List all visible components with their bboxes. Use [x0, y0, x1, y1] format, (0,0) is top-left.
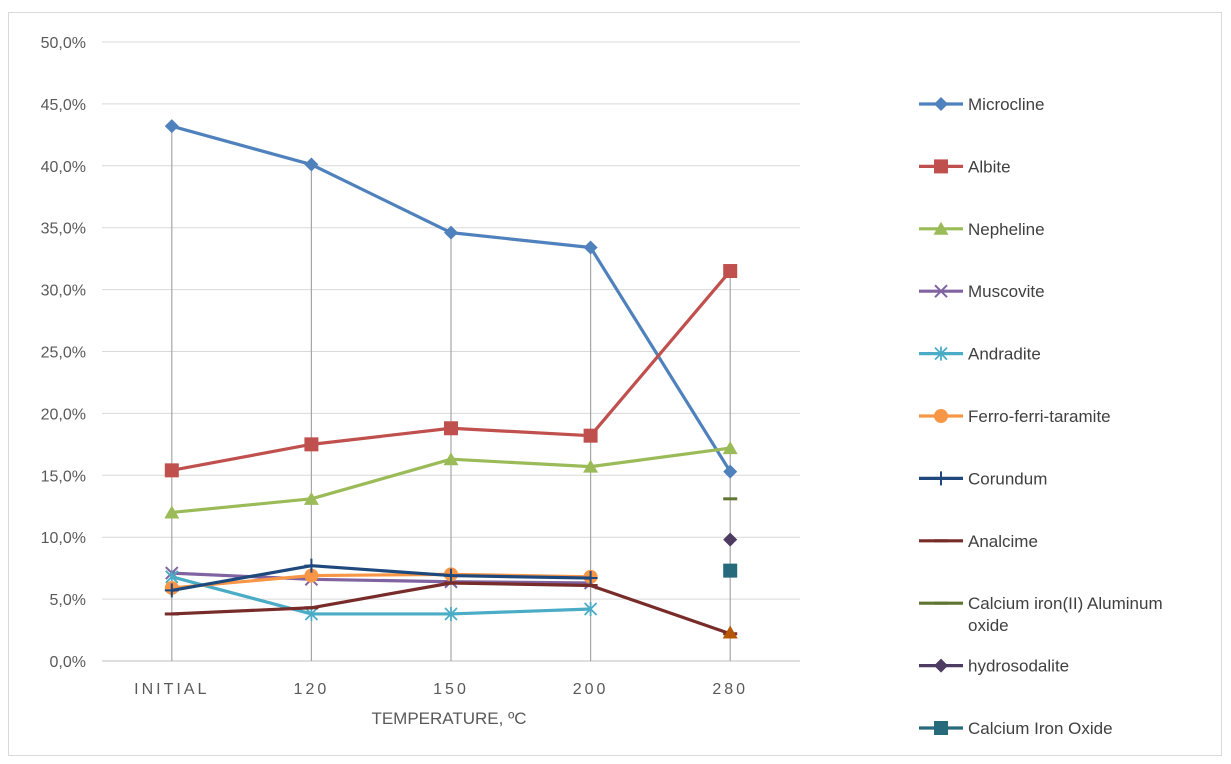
data-point: [303, 491, 319, 505]
series-line: [171, 575, 591, 616]
data-point: [443, 452, 459, 466]
legend-item: Nepheline: [919, 220, 1045, 239]
legend-item: Albite: [919, 157, 1011, 176]
y-axis: 0,0% 5,0% 10,0% 15,0% 20,0% 25,0% 30,0% 35,0% 40…: [41, 35, 86, 671]
data-point: [164, 463, 179, 478]
data-point: [583, 571, 598, 586]
legend-item: Muscovite: [919, 282, 1045, 301]
legend-label: hydrosodalite: [968, 657, 1069, 676]
x-axis: INITIAL 120 150 200 280: [134, 681, 748, 698]
y-tick-label: 40,0%: [41, 159, 86, 176]
data-point: [583, 240, 598, 255]
y-tick-label: 5,0%: [50, 592, 86, 609]
legend-item: Microcline: [919, 95, 1045, 114]
data-point: [444, 568, 458, 583]
x-tick-label: 280: [712, 681, 748, 698]
legend-item: Calcium iron(II) Aluminum oxide: [919, 594, 1163, 635]
legend-label: Calcium Iron Oxide: [968, 719, 1113, 738]
x-tick-label: 150: [433, 681, 469, 698]
data-point: [583, 459, 599, 473]
data-point: [934, 658, 948, 673]
y-tick-label: 20,0%: [41, 406, 86, 423]
data-point: [933, 221, 949, 235]
series-line: [171, 571, 591, 585]
legend: Microcline Albite Nepheline Muscovite Andrad…: [919, 95, 1163, 738]
x-tick-label: 120: [294, 681, 330, 698]
data-point: [722, 625, 738, 639]
data-point: [304, 568, 319, 583]
data-point: [583, 428, 598, 443]
y-tick-label: 30,0%: [41, 283, 86, 300]
data-point: [164, 583, 179, 598]
data-point: [583, 602, 598, 617]
legend-label: Andradite: [968, 345, 1041, 364]
legend-item: Andradite: [919, 345, 1041, 364]
series-ferro-tschermakite: [722, 625, 738, 639]
y-tick-label: 10,0%: [41, 530, 86, 547]
x-tick-label: INITIAL: [134, 681, 209, 698]
legend-label: Ferro-ferri-taramite: [968, 407, 1111, 426]
series-microcline: [164, 119, 738, 479]
data-point: [723, 264, 738, 279]
data-point: [934, 284, 948, 298]
y-tick-label: 45,0%: [41, 97, 86, 114]
data-point: [444, 225, 458, 240]
legend-item: Analcime: [919, 532, 1038, 551]
series-line: [171, 564, 591, 593]
series-andradite: [165, 569, 598, 621]
data-point: [444, 421, 458, 436]
data-point: [934, 471, 948, 486]
data-point: [934, 409, 948, 423]
data-point: [934, 159, 948, 174]
series-calcium-iron-oxide: [723, 563, 738, 578]
data-point: [164, 119, 179, 134]
data-point: [934, 346, 948, 361]
data-point: [934, 97, 948, 111]
data-point: [304, 558, 319, 573]
data-point: [304, 437, 319, 452]
legend-label: Nepheline: [968, 220, 1045, 239]
data-point: [444, 606, 458, 621]
legend-item: Corundum: [919, 469, 1047, 488]
legend-label: Analcime: [968, 532, 1038, 551]
data-point: [304, 157, 319, 172]
series-hydrosodalite: [723, 532, 738, 547]
legend-label: Muscovite: [968, 282, 1045, 301]
legend-label: Albite: [968, 157, 1011, 176]
legend-label: Corundum: [968, 469, 1047, 488]
y-tick-label: 15,0%: [41, 468, 86, 485]
data-point: [723, 464, 738, 479]
data-point: [164, 505, 180, 519]
y-tick-label: 25,0%: [41, 345, 86, 362]
data-point: [934, 721, 948, 735]
y-tick-label: 0,0%: [50, 654, 86, 671]
series-corundum: [164, 558, 598, 598]
data-point: [723, 532, 738, 547]
data-point: [722, 441, 738, 455]
x-axis-title: TEMPERATURE, ºC: [371, 709, 526, 728]
legend-item: Calcium Iron Oxide: [919, 719, 1113, 738]
legend-label: Calcium iron(II) Aluminum oxide: [968, 594, 1163, 635]
series-nepheline: [164, 441, 738, 519]
legend-item: Ferro-ferri-taramite: [919, 407, 1111, 426]
series-albite: [164, 264, 738, 478]
legend-item: hydrosodalite: [919, 657, 1069, 676]
legend-label: Microcline: [968, 95, 1045, 114]
series-group: [164, 119, 738, 639]
y-tick-label: 50,0%: [41, 35, 86, 52]
gridlines: [102, 41, 800, 662]
y-tick-label: 35,0%: [41, 221, 86, 238]
data-point: [723, 563, 738, 578]
x-tick-label: 200: [573, 681, 609, 698]
